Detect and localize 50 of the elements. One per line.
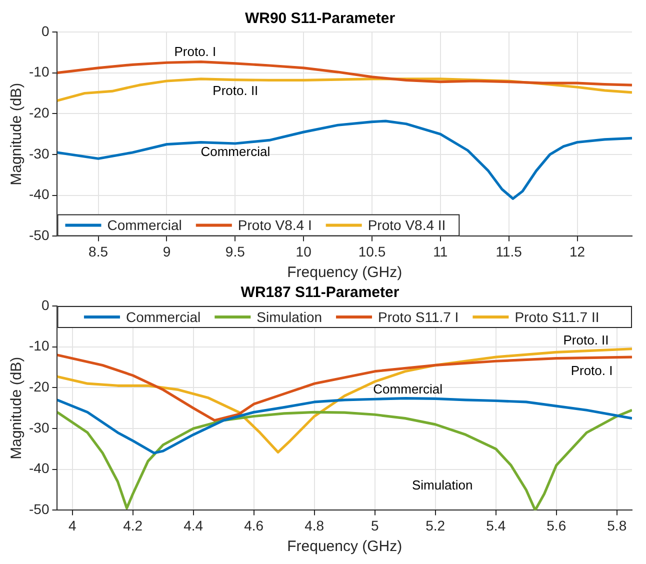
- y-tick-label: 0: [41, 296, 50, 313]
- annotation: Proto. I: [174, 44, 216, 59]
- legend-label: Simulation: [256, 308, 322, 325]
- x-tick-label: 11: [433, 243, 448, 260]
- x-tick-label: 4: [68, 517, 76, 534]
- x-tick-label: 10: [296, 243, 312, 260]
- annotation: Proto. II: [212, 82, 258, 98]
- y-tick-label: -20: [29, 378, 50, 395]
- y-axis-title: Magnitude (dB): [8, 356, 26, 460]
- x-tick-label: 5.8: [607, 517, 627, 534]
- annotation: Commercial: [200, 144, 270, 160]
- x-tick-label: 4.8: [304, 517, 324, 534]
- legend-label: Proto V8.4 II: [368, 217, 446, 234]
- x-tick-label: 8.5: [88, 243, 108, 260]
- annotation: Proto. II: [563, 332, 609, 348]
- y-tick-label: -50: [29, 501, 50, 518]
- y-tick-label: -40: [29, 186, 50, 202]
- x-tick-label: 5.6: [546, 517, 566, 534]
- y-tick-label: -50: [29, 227, 50, 244]
- legend-label: Commercial: [126, 308, 201, 325]
- x-tick-label: 5.2: [426, 517, 446, 534]
- x-axis-title: Frequency (GHz): [287, 538, 402, 556]
- y-tick-label: -30: [29, 419, 50, 436]
- x-tick-label: 4.2: [123, 517, 143, 534]
- y-tick-label: -20: [29, 104, 50, 121]
- legend-label: Proto V8.4 I: [238, 217, 312, 234]
- legend-label: Proto S11.7 I: [378, 308, 459, 325]
- chart-title: WR90 S11-Parameter: [244, 10, 396, 28]
- x-tick-label: 5: [370, 517, 379, 534]
- x-tick-label: 10.5: [358, 243, 386, 260]
- y-tick-label: -10: [29, 338, 50, 354]
- y-axis-title: Magnitude (dB): [8, 82, 26, 186]
- annotation: Proto. I: [570, 362, 613, 378]
- x-tick-label: 4.4: [184, 517, 204, 534]
- annotation: Simulation: [412, 477, 473, 492]
- y-tick-label: -40: [29, 460, 50, 476]
- y-tick-label: -10: [29, 64, 50, 80]
- y-tick-label: -30: [29, 145, 50, 162]
- y-tick-label: 0: [41, 22, 50, 39]
- x-tick-label: 11.5: [496, 243, 522, 260]
- legend-label: Commercial: [107, 217, 182, 234]
- x-tick-label: 4.6: [244, 517, 264, 534]
- x-axis-title: Frequency (GHz): [287, 264, 402, 282]
- chart-title: WR187 S11-Parameter: [240, 284, 400, 302]
- x-tick-label: 12: [569, 243, 586, 260]
- x-tick-label: 9: [162, 243, 171, 260]
- x-tick-label: 5.4: [486, 517, 506, 534]
- annotation: Commercial: [373, 381, 443, 396]
- legend-label: Proto S11.7 II: [514, 308, 600, 325]
- x-tick-label: 9.5: [225, 243, 246, 260]
